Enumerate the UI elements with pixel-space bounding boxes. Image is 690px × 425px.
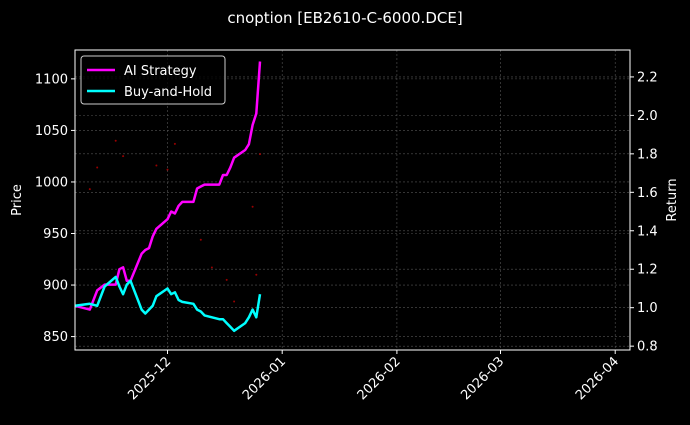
y-tick-label-right: 2.0	[637, 109, 658, 124]
legend-box	[80, 55, 226, 105]
x-tick-label: 2026-04	[573, 354, 622, 403]
series-line-ai-strategy	[74, 61, 262, 311]
y-tick-label-left: 1100	[35, 72, 68, 87]
legend-label-ai-strategy: AI Strategy	[124, 64, 197, 79]
x-tick-label: 2026-01	[240, 354, 289, 403]
y-tick-label-left: 850	[43, 330, 68, 345]
y-tick-label-right: 1.2	[637, 263, 658, 278]
plot-frame	[74, 49, 631, 351]
y-label-left: Price	[10, 184, 25, 216]
x-tick-label: 2026-03	[458, 354, 507, 403]
price-points	[88, 139, 261, 303]
series-line-buy-and-hold	[74, 275, 262, 333]
series-lines	[74, 61, 262, 333]
y-tick-label-left: 1000	[35, 175, 68, 190]
price-point	[88, 188, 91, 191]
y-tick-label-left: 950	[43, 227, 68, 242]
price-point	[259, 153, 261, 156]
y-tick-label-right: 0.8	[637, 340, 658, 355]
x-tick-label: 2025-12	[125, 354, 174, 403]
price-point	[122, 155, 125, 158]
y-tick-label-left: 1050	[35, 124, 68, 139]
price-point	[114, 139, 117, 142]
x-tick-label: 2026-02	[355, 354, 404, 403]
price-point	[166, 168, 169, 171]
price-point	[225, 278, 228, 281]
y-tick-label-right: 1.0	[637, 301, 658, 316]
y-axis-left: 850 900 950 1000 1050 1100	[35, 72, 75, 345]
price-point	[233, 300, 236, 303]
y-tick-label-right: 2.2	[637, 70, 658, 85]
y-tick-label-right: 1.4	[637, 224, 658, 239]
legend: AI Strategy Buy-and-Hold	[80, 55, 226, 105]
price-point	[251, 205, 254, 208]
y-tick-label-right: 1.8	[637, 147, 658, 162]
price-point	[210, 266, 213, 269]
x-axis: 2025-12 2026-01 2026-02 2026-03 2026-04	[125, 350, 622, 403]
price-point	[155, 164, 158, 167]
price-point	[96, 166, 99, 169]
y-tick-label-right: 1.6	[637, 186, 658, 201]
price-point	[255, 273, 258, 276]
price-point	[199, 238, 202, 241]
y-axis-right: 0.8 1.0 1.2 1.4 1.6 1.8 2.0 2.2	[630, 70, 658, 355]
chart-title: cnoption [EB2610-C-6000.DCE]	[227, 9, 462, 27]
legend-label-buy-and-hold: Buy-and-Hold	[124, 85, 212, 100]
y-label-right: Return	[665, 178, 680, 221]
y-tick-label-left: 900	[43, 279, 68, 294]
price-point	[173, 142, 176, 145]
